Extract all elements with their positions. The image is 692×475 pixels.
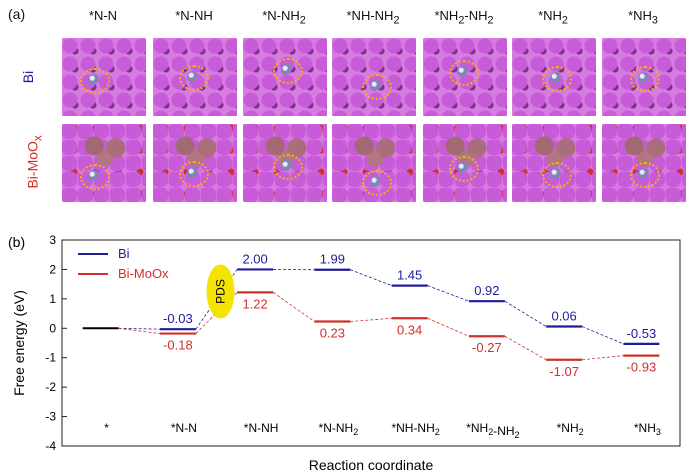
bi-value-label: 0.06 (551, 309, 576, 324)
row-label-bi-moox: Bi-MoOx (24, 135, 45, 189)
bi-value-label: 2.00 (242, 251, 267, 266)
x-category-label: *N-NH2 (319, 421, 359, 437)
moox-cluster (348, 130, 402, 170)
bi-moox-connector (582, 355, 624, 361)
bi-structure-image (602, 38, 686, 116)
bi-connector (350, 269, 392, 286)
bi-moox-connector (504, 335, 547, 361)
bi-structure-image (332, 38, 416, 116)
bi-value-label: -0.03 (163, 311, 193, 326)
x-category-label: * (104, 421, 109, 435)
bi-connector (504, 300, 547, 327)
bi-structure-image (423, 38, 507, 116)
column-header: *N-NH (175, 8, 213, 23)
pds-label: PDS (214, 279, 228, 304)
x-axis-label: Reaction coordinate (309, 457, 434, 473)
bi-connector (195, 269, 238, 330)
y-tick-label: -3 (45, 410, 56, 424)
bi-structure-image (62, 38, 146, 116)
column-header: *NH2-NH2 (434, 8, 494, 27)
adsorbate-highlight (630, 66, 660, 92)
y-tick-label: 1 (49, 292, 56, 306)
y-tick-label: -2 (45, 380, 56, 394)
bi-moox-structure-image (243, 124, 327, 202)
legend-bi-label: Bi (118, 246, 130, 261)
y-axis-label: Free energy (eV) (11, 290, 27, 396)
y-tick-label: -1 (45, 351, 56, 365)
adsorbate-highlight (449, 60, 479, 86)
bi-value-label: 0.92 (474, 283, 499, 298)
column-header: *NH3 (628, 8, 658, 27)
adsorbate-highlight (179, 161, 209, 187)
moox-cluster (78, 130, 132, 170)
bi-moox-structure-image (423, 124, 507, 202)
adsorbate-highlight (80, 68, 110, 94)
x-category-label: *N-NH (244, 421, 279, 435)
bi-value-label: 1.45 (397, 268, 422, 283)
x-category-label: *N-N (171, 421, 197, 435)
y-tick-label: -4 (45, 439, 56, 453)
bi-moox-structure-image (602, 124, 686, 202)
y-tick-label: 0 (49, 321, 56, 335)
bi-value-label: -0.53 (627, 326, 657, 341)
bi-moox-structure-image (62, 124, 146, 202)
bi-moox-value-label: 0.34 (397, 322, 422, 337)
bi-moox-connector (118, 327, 160, 334)
bi-connector (581, 326, 624, 345)
bi-connector (427, 285, 470, 302)
adsorbate-highlight (362, 74, 392, 100)
panel-b-label: (b) (8, 234, 25, 250)
bi-connector (118, 327, 160, 330)
row-label-bi: Bi (20, 70, 37, 84)
adsorbate-highlight (542, 66, 572, 92)
adsorbate-highlight (273, 58, 303, 84)
bi-structure-image (153, 38, 237, 116)
column-header: *N-N (88, 8, 118, 23)
bi-moox-connector (195, 292, 238, 334)
column-header: *N-NH2 (262, 8, 306, 27)
bi-moox-connector (272, 292, 315, 322)
adsorbate-highlight (362, 170, 392, 196)
legend-bi-moox-label: Bi-MoOx (118, 266, 169, 281)
bi-moox-value-label: 0.23 (320, 326, 345, 341)
bi-moox-structure-image (332, 124, 416, 202)
adsorbate-highlight (630, 162, 660, 188)
plot-frame (61, 239, 681, 447)
x-category-label: *NH-NH2 (391, 421, 439, 437)
column-header: *NH2 (538, 8, 568, 27)
bi-moox-value-label: -1.07 (549, 364, 579, 379)
bi-moox-connector (350, 317, 392, 322)
bi-structure-image (512, 38, 596, 116)
adsorbate-highlight (542, 162, 572, 188)
bi-moox-value-label: -0.18 (163, 338, 193, 353)
y-tick-label: 2 (49, 262, 56, 276)
y-tick-label: 3 (49, 233, 56, 247)
adsorbate-highlight (80, 164, 110, 190)
bi-moox-value-label: -0.27 (472, 340, 502, 355)
bi-structure-image (243, 38, 327, 116)
adsorbate-highlight (273, 154, 303, 180)
bi-moox-structure-image (153, 124, 237, 202)
adsorbate-highlight (449, 156, 479, 182)
bi-moox-value-label: 1.22 (242, 296, 267, 311)
x-category-label: *NH3 (634, 421, 661, 437)
pds-marker (206, 264, 235, 319)
bi-moox-value-label: -0.93 (627, 360, 657, 375)
x-category-label: *NH2-NH2 (466, 421, 519, 440)
panel-a-label: (a) (8, 6, 26, 22)
adsorbate-highlight (179, 65, 209, 91)
column-header: *NH-NH2 (346, 8, 400, 27)
x-category-label: *NH2 (557, 421, 584, 437)
bi-value-label: 1.99 (320, 252, 345, 267)
bi-moox-structure-image (512, 124, 596, 202)
bi-moox-connector (427, 317, 470, 337)
